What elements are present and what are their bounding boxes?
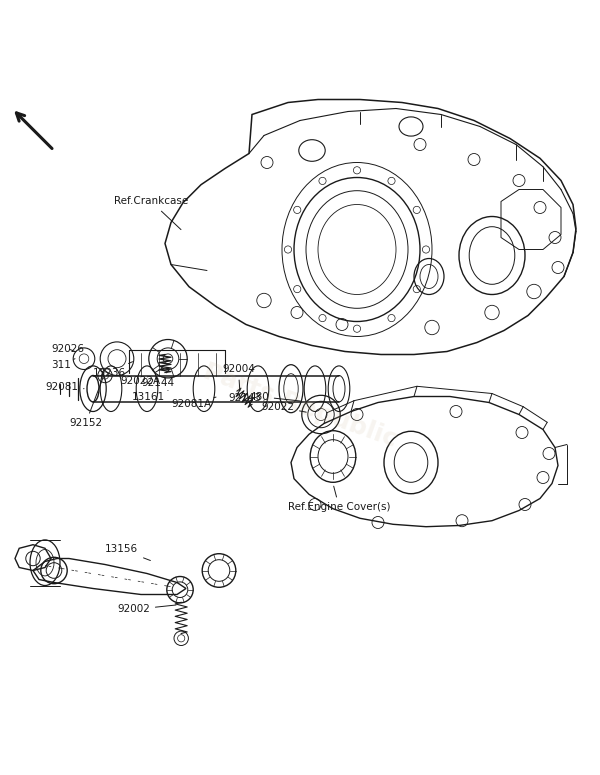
Text: 92144: 92144 — [141, 370, 174, 388]
Text: 92026: 92026 — [51, 343, 84, 353]
Text: 13161: 13161 — [132, 391, 168, 401]
Text: 311: 311 — [51, 359, 75, 370]
Text: 92002: 92002 — [117, 604, 176, 615]
Text: 92143: 92143 — [228, 393, 264, 403]
Text: 92022A: 92022A — [120, 368, 163, 387]
Text: 92152: 92152 — [69, 375, 104, 429]
Text: 480: 480 — [249, 391, 300, 401]
Text: Ref.Engine Cover(s): Ref.Engine Cover(s) — [288, 486, 391, 512]
Text: 92022: 92022 — [261, 401, 306, 412]
Text: Ref.Crankcase: Ref.Crankcase — [114, 197, 188, 229]
Text: 92004: 92004 — [222, 364, 255, 391]
Text: 92081A: 92081A — [171, 397, 216, 409]
Text: Parts Republic: Parts Republic — [200, 360, 400, 452]
Text: 13156: 13156 — [105, 545, 151, 560]
Text: 92081: 92081 — [45, 383, 84, 392]
Text: 13236: 13236 — [93, 362, 133, 377]
